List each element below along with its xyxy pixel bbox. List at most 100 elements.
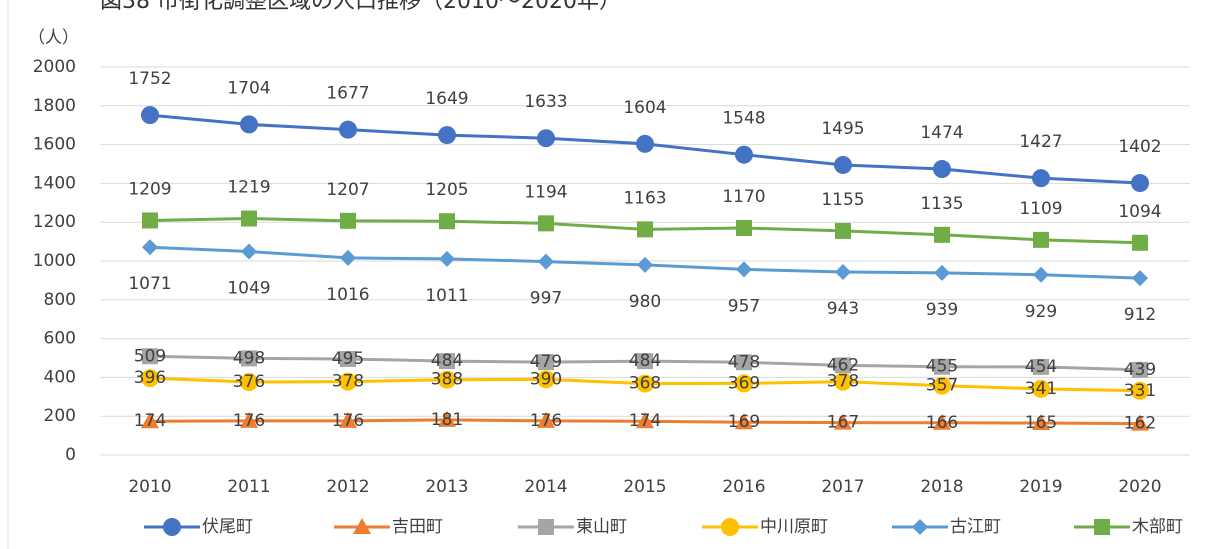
data-point (1131, 174, 1149, 193)
data-label: 1155 (821, 190, 864, 210)
data-point (439, 353, 455, 370)
x-tick-label: 2015 (623, 477, 666, 497)
legend-label: 木部町 (1132, 517, 1183, 537)
data-point (736, 220, 752, 237)
data-point (933, 160, 951, 179)
data-label: 1170 (722, 187, 765, 207)
data-point (438, 126, 456, 145)
data-point (735, 413, 753, 430)
data-label: 478 (728, 352, 760, 372)
legend-label: 東山町 (576, 517, 627, 537)
data-label: 1752 (128, 69, 171, 89)
data-label: 943 (827, 299, 859, 319)
y-tick-label: 1800 (33, 96, 76, 116)
data-label: 167 (827, 413, 859, 433)
data-point (735, 374, 753, 393)
y-tick-label: 1400 (33, 173, 76, 193)
x-tick-label: 2019 (1019, 477, 1062, 497)
data-point (240, 115, 258, 134)
data-label: 169 (728, 412, 760, 432)
data-point (736, 261, 752, 278)
x-tick-label: 2010 (128, 477, 171, 497)
data-label: 1633 (524, 92, 567, 112)
data-point (240, 373, 258, 392)
data-point (537, 129, 555, 148)
data-label: 376 (233, 372, 265, 392)
data-label: 165 (1025, 413, 1057, 433)
data-point (934, 226, 950, 243)
data-point (835, 222, 851, 239)
y-tick-label: 1200 (33, 212, 76, 232)
y-tick-label: 1000 (33, 251, 76, 271)
x-tick-label: 2011 (227, 477, 270, 497)
data-label: 331 (1124, 381, 1156, 401)
data-label: 957 (728, 296, 760, 316)
data-label: 368 (629, 374, 661, 394)
data-point (538, 215, 554, 232)
data-label: 462 (827, 355, 859, 375)
data-point (340, 350, 356, 367)
data-label: 509 (134, 346, 166, 366)
legend-marker (721, 518, 739, 536)
data-label: 1011 (425, 286, 468, 306)
data-label: 176 (530, 411, 562, 431)
data-point (340, 249, 356, 266)
data-label: 1495 (821, 119, 864, 139)
data-point (637, 256, 653, 273)
data-point (1131, 381, 1149, 400)
data-point (538, 253, 554, 270)
data-point (142, 239, 158, 256)
data-label: 176 (233, 411, 265, 431)
data-point (1132, 234, 1148, 251)
data-label: 378 (827, 372, 859, 392)
x-tick-label: 2013 (425, 477, 468, 497)
data-point (834, 413, 852, 430)
data-point (834, 372, 852, 391)
data-label: 1474 (920, 123, 963, 143)
data-point (835, 264, 851, 281)
data-label: 1071 (128, 274, 171, 294)
y-tick-label: 2000 (33, 57, 76, 77)
data-label: 1548 (722, 109, 765, 129)
legend-marker (163, 518, 181, 536)
data-label: 1402 (1118, 137, 1161, 157)
y-tick-label: 600 (44, 329, 76, 349)
legend-label: 中川原町 (760, 517, 828, 537)
data-label: 1207 (326, 180, 369, 200)
data-point (933, 376, 951, 395)
data-label: 1094 (1118, 202, 1161, 222)
data-label: 166 (926, 413, 958, 433)
data-label: 1219 (227, 178, 270, 198)
data-point (835, 357, 851, 374)
data-label: 439 (1124, 360, 1156, 380)
x-tick-label: 2016 (722, 477, 765, 497)
data-point (636, 412, 654, 429)
data-point (1132, 270, 1148, 287)
data-point (1032, 169, 1050, 188)
data-label: 980 (629, 292, 661, 312)
legend-label: 吉田町 (392, 517, 443, 537)
legend-marker (1094, 519, 1110, 535)
y-tick-label: 0 (65, 445, 76, 465)
data-point (834, 155, 852, 174)
data-point (736, 354, 752, 371)
data-point (240, 411, 258, 428)
data-label: 378 (332, 372, 364, 392)
data-point (142, 212, 158, 229)
data-label: 997 (530, 289, 562, 309)
data-label: 495 (332, 349, 364, 369)
data-point (1032, 413, 1050, 430)
data-label: 1427 (1019, 132, 1062, 152)
data-label: 162 (1124, 414, 1156, 434)
data-label: 1205 (425, 180, 468, 200)
legend-label: 古江町 (950, 517, 1001, 537)
data-point (1033, 231, 1049, 248)
data-point (438, 410, 456, 427)
data-label: 929 (1025, 302, 1057, 322)
data-label: 357 (926, 376, 958, 396)
data-point (141, 369, 159, 388)
data-label: 479 (530, 352, 562, 372)
data-point (438, 370, 456, 389)
data-point (636, 374, 654, 393)
